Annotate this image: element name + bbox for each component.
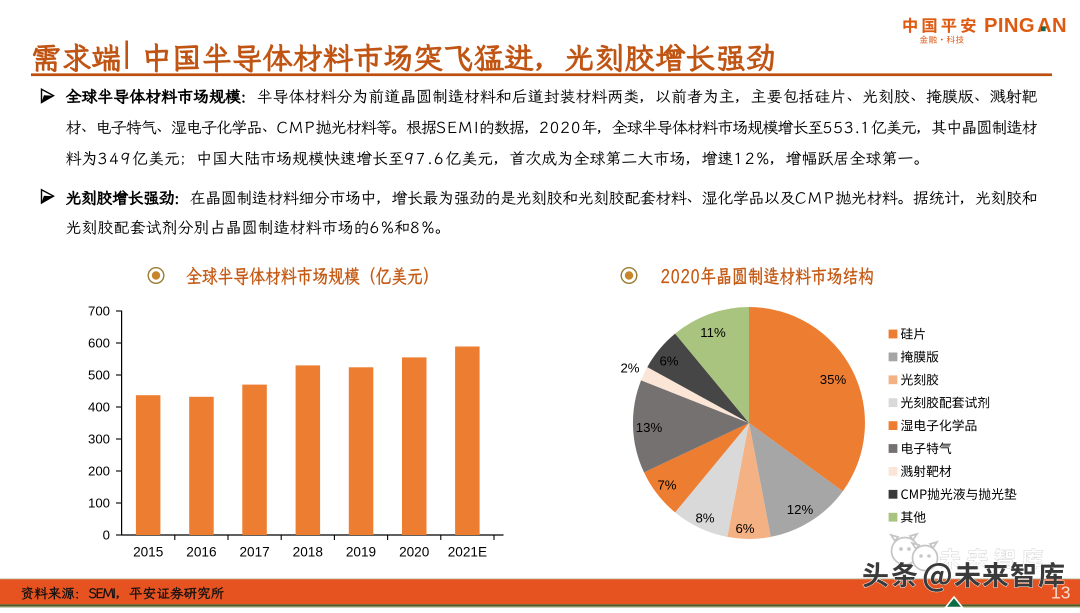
- svg-text:2018: 2018: [293, 545, 323, 560]
- svg-text:2016: 2016: [186, 545, 216, 560]
- svg-text:35%: 35%: [820, 372, 847, 387]
- svg-text:PING: PING: [984, 15, 1035, 37]
- svg-text:200: 200: [88, 464, 110, 479]
- svg-text:2020: 2020: [399, 545, 430, 560]
- svg-text:400: 400: [88, 400, 110, 415]
- svg-text:2021E: 2021E: [448, 545, 487, 560]
- svg-text:700: 700: [88, 304, 110, 319]
- svg-text:13%: 13%: [636, 420, 663, 435]
- svg-text:0: 0: [103, 528, 110, 543]
- svg-text:2017: 2017: [239, 545, 269, 560]
- svg-text:600: 600: [88, 336, 110, 351]
- svg-text:6%: 6%: [735, 521, 754, 536]
- svg-text:2019: 2019: [346, 545, 376, 560]
- svg-text:300: 300: [88, 432, 110, 447]
- svg-text:2015: 2015: [133, 545, 163, 560]
- svg-text:8%: 8%: [695, 511, 714, 526]
- svg-text:2%: 2%: [620, 361, 639, 376]
- svg-text:500: 500: [88, 368, 110, 383]
- svg-text:12%: 12%: [787, 502, 814, 517]
- svg-text:100: 100: [88, 496, 110, 511]
- svg-text:6%: 6%: [659, 354, 678, 369]
- svg-text:AN: AN: [1037, 15, 1067, 37]
- svg-text:11%: 11%: [700, 325, 726, 340]
- svg-text:7%: 7%: [657, 478, 676, 493]
